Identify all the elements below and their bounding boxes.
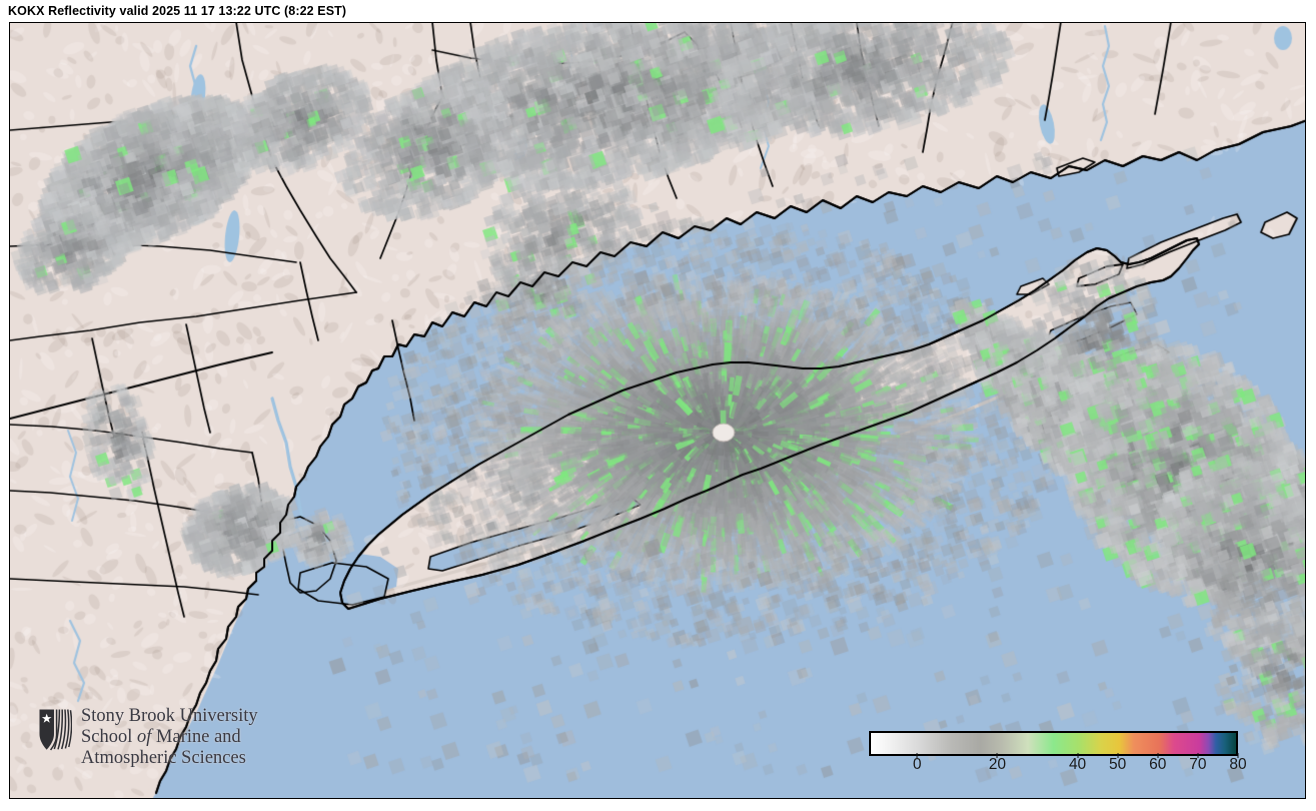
colorbar-tick-mark [1157, 753, 1159, 758]
colorbar-tick-label: 40 [1068, 756, 1087, 773]
colorbar-tick-label: 60 [1149, 756, 1167, 773]
title-bar: KOKX Reflectivity valid 2025 11 17 13:22… [0, 0, 1316, 22]
colorbar-tick-label: 70 [1189, 756, 1207, 773]
colorbar-tick-mark [1117, 753, 1119, 758]
colorbar-tick-mark [1197, 753, 1199, 758]
colorbar-tick-labels: 0 20 40 50 60 70 80 [869, 753, 1247, 780]
radar-map-canvas [10, 23, 1305, 798]
colorbar-tick-label: 50 [1109, 756, 1127, 773]
colorbar-gradient-frame [869, 731, 1238, 756]
colorbar-tick-mark [1237, 753, 1239, 758]
reflectivity-colorbar: 0 20 40 50 60 70 80 [869, 731, 1247, 780]
colorbar-tick-mark [1077, 753, 1079, 758]
colorbar-tick-mark [916, 753, 918, 758]
colorbar-tick-label: 20 [988, 756, 1006, 773]
page-title: KOKX Reflectivity valid 2025 11 17 13:22… [8, 4, 347, 18]
colorbar-tick-label: 0 [912, 756, 922, 773]
colorbar-tick-mark [996, 753, 998, 758]
colorbar-gradient [871, 733, 1236, 754]
radar-map-frame [9, 22, 1306, 799]
colorbar-tick-label: 80 [1229, 756, 1247, 773]
